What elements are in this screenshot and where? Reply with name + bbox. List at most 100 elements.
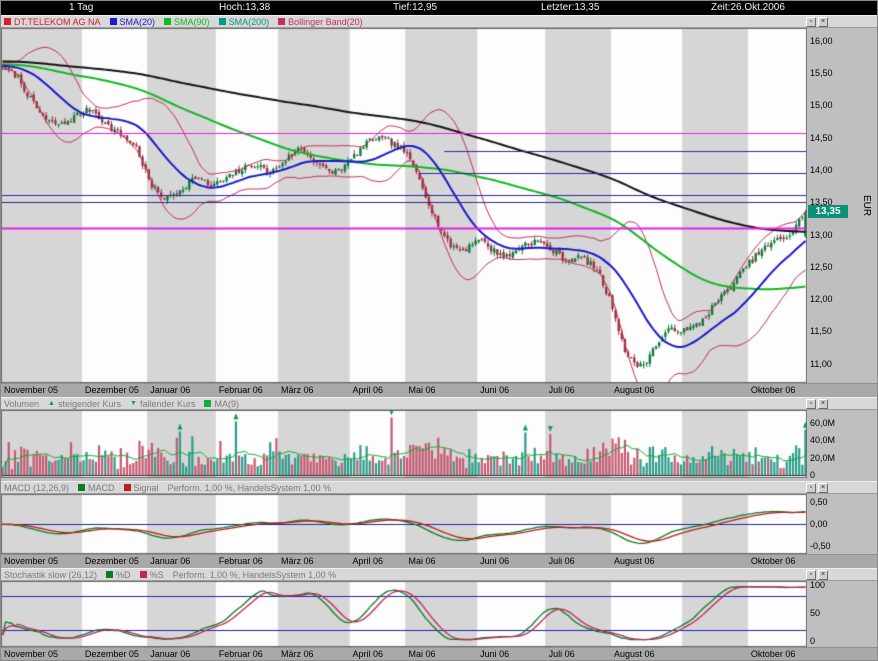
axis-tick-label: 13,00	[810, 229, 833, 240]
close-icon[interactable]: ×	[818, 483, 828, 493]
series-swatch-icon	[106, 571, 114, 578]
minimize-icon[interactable]: ▫	[806, 570, 816, 580]
axis-tick-label: 14,00	[810, 165, 833, 175]
month-label: Februar 06	[218, 556, 263, 566]
month-label: Juli 06	[548, 649, 575, 659]
axis-tick-label: 100	[810, 580, 826, 590]
day-low-value: Tief:12,95	[393, 2, 438, 13]
stochastic-window-buttons: ▫ ×	[806, 570, 828, 580]
legend-item-sma-20[interactable]: SMA(20)	[109, 16, 156, 27]
volume-window-buttons: ▫ ×	[806, 399, 828, 409]
price-chart-canvas[interactable]	[1, 28, 807, 383]
price-legend: DT.TELEKOM AG NA SMA(20) SMA(90) SMA(200) Bo…	[4, 17, 363, 27]
legend-item-bollinger-band-20[interactable]: Bollinger Band(20)	[278, 17, 363, 27]
axis-tick-label: 16,00	[810, 35, 833, 46]
axis-tick-label: 20,0M	[810, 452, 836, 463]
macd-window-buttons: ▫ ×	[806, 483, 828, 493]
legend-item-ma-9[interactable]: MA(9)	[204, 399, 239, 409]
month-label: Mai 06	[408, 556, 436, 566]
minimize-icon[interactable]: ▫	[806, 399, 816, 409]
month-label: Dezember 05	[84, 649, 139, 659]
series-swatch-icon	[123, 484, 131, 491]
macd-panel-header: MACD (12,26,9) MACD Signal Perform. 1,00 …	[1, 481, 877, 494]
close-icon[interactable]: ×	[818, 570, 828, 580]
axis-tick-label: 0	[810, 470, 816, 480]
price-axis: 13,35 EUR 16,00 15,50 15,00 14,50 14,00 13,50…	[807, 28, 877, 383]
close-icon[interactable]: ×	[818, 17, 828, 27]
series-swatch-icon	[218, 18, 226, 25]
month-label: Mai 06	[408, 385, 436, 395]
legend-label: MA(9)	[214, 398, 239, 409]
month-label: August 06	[613, 556, 655, 566]
legend-item-%s[interactable]: %S	[139, 569, 164, 580]
month-label: Juni 06	[480, 556, 510, 566]
series-swatch-icon	[139, 571, 147, 578]
axis-tick-label: 0	[810, 636, 816, 646]
month-label: Januar 06	[150, 556, 191, 566]
date-axis-stochastic: November 05 Dezember 05 Januar 06 Februar 0…	[1, 647, 877, 660]
legend-item-sma-200[interactable]: SMA(200)	[218, 17, 269, 27]
last-price-badge: 13,35	[808, 204, 848, 218]
month-label: November 05	[4, 556, 59, 566]
month-label: April 06	[352, 385, 384, 395]
legend-label: fallender Kurs	[139, 398, 196, 409]
close-icon[interactable]: ×	[818, 399, 828, 409]
volume-title: Volumen	[4, 398, 40, 409]
date-axis-main: November 05 Dezember 05 Januar 06 Februar 0…	[1, 383, 877, 397]
legend-item-sma-90[interactable]: SMA(90)	[164, 17, 210, 27]
axis-tick-label: 60,0M	[810, 417, 836, 428]
day-high-value: Hoch:13,38	[219, 2, 271, 13]
macd-axis: 0,50 0,00 -0,50	[807, 494, 877, 554]
stochastic-legend: %D %S	[106, 570, 164, 580]
legend-label: DT.TELEKOM AG NA	[14, 16, 101, 27]
legend-label: %S	[149, 569, 164, 580]
series-swatch-icon	[204, 400, 212, 407]
axis-tick-label: 12,00	[810, 294, 833, 305]
volume-chart-canvas[interactable]	[1, 410, 807, 478]
legend-item-fallender-kurs[interactable]: ▼ fallender Kurs	[130, 399, 195, 409]
axis-tick-label: 13,50	[810, 197, 833, 208]
series-swatch-icon	[109, 18, 117, 25]
axis-tick-label: 0,00	[810, 519, 828, 529]
month-label: Juni 06	[480, 649, 510, 659]
stochastic-chart-canvas[interactable]	[1, 581, 807, 647]
month-label: November 05	[4, 649, 59, 659]
axis-tick-label: 11,00	[810, 358, 832, 369]
stochastic-performance-text: Perform. 1,00 %, HandelsSystem 1,00 %	[172, 569, 337, 580]
interval-selector[interactable]: 1 Tag	[69, 2, 94, 13]
legend-item-%d[interactable]: %D	[106, 570, 131, 580]
axis-tick-label: 14,50	[810, 132, 833, 143]
down-arrow-icon: ▼	[130, 400, 137, 407]
month-label: März 06	[280, 385, 314, 395]
legend-item-signal[interactable]: Signal	[123, 482, 159, 493]
month-label: April 06	[352, 556, 384, 566]
volume-legend: ▲ steigender Kurs ▼ fallender Kurs MA(9)	[48, 399, 239, 409]
legend-label: SMA(20)	[119, 16, 156, 27]
macd-title: MACD (12,26,9)	[4, 482, 70, 493]
legend-item-dt-telekom-ag-na[interactable]: DT.TELEKOM AG NA	[4, 17, 101, 27]
month-label: November 05	[4, 385, 59, 395]
minimize-icon[interactable]: ▫	[806, 483, 816, 493]
legend-item-macd[interactable]: MACD	[78, 483, 115, 493]
macd-chart-canvas[interactable]	[1, 494, 807, 554]
legend-label: SMA(90)	[174, 16, 210, 27]
month-label: Januar 06	[150, 385, 191, 395]
axis-tick-label: 0,50	[810, 497, 828, 508]
volume-axis: 60,0M 40,0M 20,0M 0	[807, 410, 877, 480]
last-price-value: Letzter:13,35	[541, 2, 600, 13]
month-label: März 06	[280, 556, 314, 566]
legend-item-steigender-kurs[interactable]: ▲ steigender Kurs	[48, 399, 121, 409]
legend-label: %D	[116, 569, 131, 580]
series-swatch-icon	[278, 18, 286, 25]
month-label: Juli 06	[548, 385, 575, 395]
month-label: Februar 06	[218, 649, 263, 659]
legend-label: Signal	[133, 482, 159, 493]
stochastic-title: Stochastik slow (26,12)	[4, 569, 98, 580]
timestamp-value: Zeit:26.Okt.2006	[711, 2, 785, 13]
series-swatch-icon	[4, 18, 11, 25]
minimize-icon[interactable]: ▫	[806, 17, 816, 27]
month-label: Oktober 06	[750, 385, 796, 395]
macd-performance-text: Perform. 1,00 %, HandelsSystem 1,00 %	[167, 482, 332, 493]
month-label: Oktober 06	[750, 556, 796, 566]
stochastic-axis: 100 50 0	[807, 580, 877, 647]
